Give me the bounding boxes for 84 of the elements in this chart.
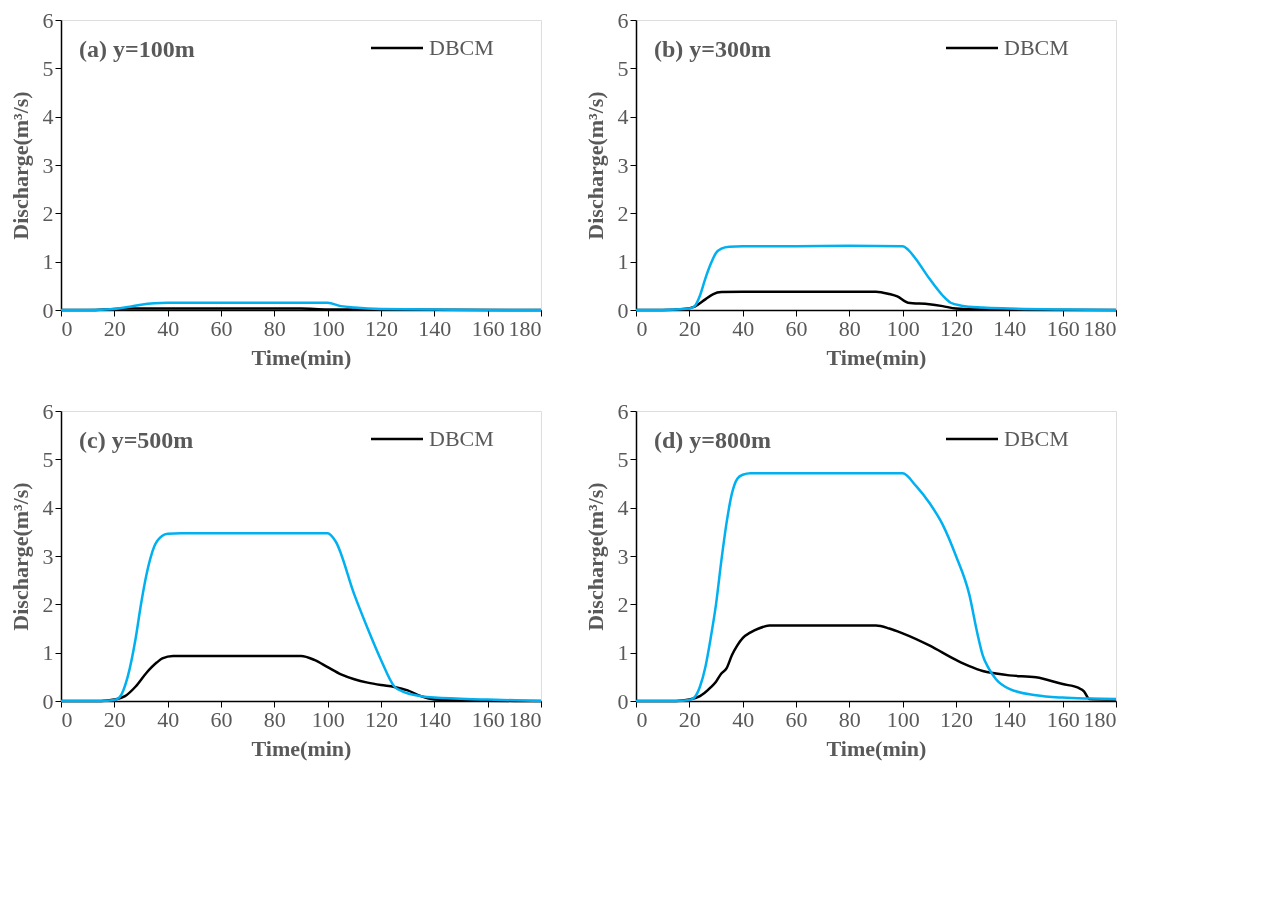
y-tick-label: 5 bbox=[42, 446, 54, 472]
x-tick-label: 40 bbox=[157, 706, 180, 732]
x-tick-label: 180 bbox=[508, 315, 542, 341]
legend-label: DBCM bbox=[1004, 426, 1069, 451]
y-tick-label: 1 bbox=[617, 640, 629, 666]
y-tick-label: 2 bbox=[617, 591, 629, 617]
x-tick-label: 160 bbox=[471, 315, 505, 341]
text: (c) y=500m bbox=[79, 427, 194, 453]
y-tick-label: 0 bbox=[42, 297, 54, 323]
x-tick-label: 20 bbox=[103, 315, 126, 341]
x-tick-label: 120 bbox=[365, 315, 398, 341]
y-axis-title: Discharge(m³/s) bbox=[7, 482, 33, 631]
x-tick-label: 0 bbox=[61, 315, 73, 341]
y-tick-label: 4 bbox=[617, 104, 629, 130]
x-tick-label: 140 bbox=[993, 706, 1027, 732]
x-tick-label: 100 bbox=[886, 706, 920, 732]
x-tick-label: 60 bbox=[210, 706, 233, 732]
y-tick-label: 0 bbox=[617, 688, 629, 714]
y-tick-label: 1 bbox=[617, 249, 629, 275]
legend-label: DBCM bbox=[429, 35, 494, 60]
y-tick-label: 4 bbox=[42, 104, 54, 130]
y-tick-label: 6 bbox=[617, 7, 629, 33]
y-tick-label: 5 bbox=[617, 55, 629, 81]
x-tick-label: 40 bbox=[732, 706, 755, 732]
x-tick-label: 80 bbox=[838, 706, 861, 732]
x-tick-label: 0 bbox=[636, 315, 648, 341]
x-axis-title: Time(min) bbox=[251, 735, 352, 761]
x-tick-label: 40 bbox=[157, 315, 180, 341]
x-tick-label: 100 bbox=[311, 315, 345, 341]
x-tick-label: 160 bbox=[1046, 706, 1080, 732]
y-tick-label: 6 bbox=[42, 7, 54, 33]
x-tick-label: 20 bbox=[103, 706, 126, 732]
x-tick-label: 20 bbox=[678, 315, 701, 341]
x-tick-label: 0 bbox=[61, 706, 73, 732]
x-tick-label: 120 bbox=[940, 315, 973, 341]
y-axis-title: Discharge(m³/s) bbox=[582, 482, 608, 631]
x-tick-label: 140 bbox=[993, 315, 1027, 341]
x-tick-label: 100 bbox=[311, 706, 345, 732]
y-tick-label: 4 bbox=[617, 495, 629, 521]
y-tick-label: 2 bbox=[42, 591, 54, 617]
y-tick-label: 2 bbox=[617, 200, 629, 226]
y-tick-label: 3 bbox=[617, 152, 629, 178]
y-tick-label: 6 bbox=[617, 398, 629, 424]
x-tick-label: 180 bbox=[1083, 315, 1117, 341]
x-tick-label: 140 bbox=[418, 706, 452, 732]
x-tick-label: 140 bbox=[418, 315, 452, 341]
x-axis-title: Time(min) bbox=[251, 344, 352, 370]
y-tick-label: 1 bbox=[42, 640, 54, 666]
legend-label: DBCM bbox=[429, 426, 494, 451]
x-tick-label: 60 bbox=[210, 315, 233, 341]
x-tick-label: 180 bbox=[508, 706, 542, 732]
text: (b) y=300m bbox=[654, 36, 772, 62]
x-tick-label: 20 bbox=[678, 706, 701, 732]
y-tick-label: 0 bbox=[617, 297, 629, 323]
text: (a) y=100m bbox=[79, 36, 195, 62]
y-tick-label: 3 bbox=[42, 152, 54, 178]
y-tick-label: 1 bbox=[42, 249, 54, 275]
x-tick-label: 80 bbox=[263, 706, 286, 732]
x-tick-label: 40 bbox=[732, 315, 755, 341]
y-tick-label: 0 bbox=[42, 688, 54, 714]
x-tick-label: 0 bbox=[636, 706, 648, 732]
y-tick-label: 5 bbox=[42, 55, 54, 81]
y-axis-title: Discharge(m³/s) bbox=[7, 91, 33, 240]
y-tick-label: 2 bbox=[42, 200, 54, 226]
y-tick-label: 6 bbox=[42, 398, 54, 424]
y-tick-label: 4 bbox=[42, 495, 54, 521]
x-tick-label: 80 bbox=[263, 315, 286, 341]
x-tick-label: 80 bbox=[838, 315, 861, 341]
x-tick-label: 160 bbox=[471, 706, 505, 732]
x-tick-label: 60 bbox=[785, 315, 808, 341]
x-tick-label: 120 bbox=[365, 706, 398, 732]
y-tick-label: 3 bbox=[42, 543, 54, 569]
text: (d) y=800m bbox=[654, 427, 772, 453]
x-tick-label: 120 bbox=[940, 706, 973, 732]
legend-label: DBCM bbox=[1004, 35, 1069, 60]
x-tick-label: 60 bbox=[785, 706, 808, 732]
x-axis-title: Time(min) bbox=[826, 344, 927, 370]
y-tick-label: 3 bbox=[617, 543, 629, 569]
x-axis-title: Time(min) bbox=[826, 735, 927, 761]
y-tick-label: 5 bbox=[617, 446, 629, 472]
x-tick-label: 180 bbox=[1083, 706, 1117, 732]
y-axis-title: Discharge(m³/s) bbox=[582, 91, 608, 240]
x-tick-label: 160 bbox=[1046, 315, 1080, 341]
x-tick-label: 100 bbox=[886, 315, 920, 341]
